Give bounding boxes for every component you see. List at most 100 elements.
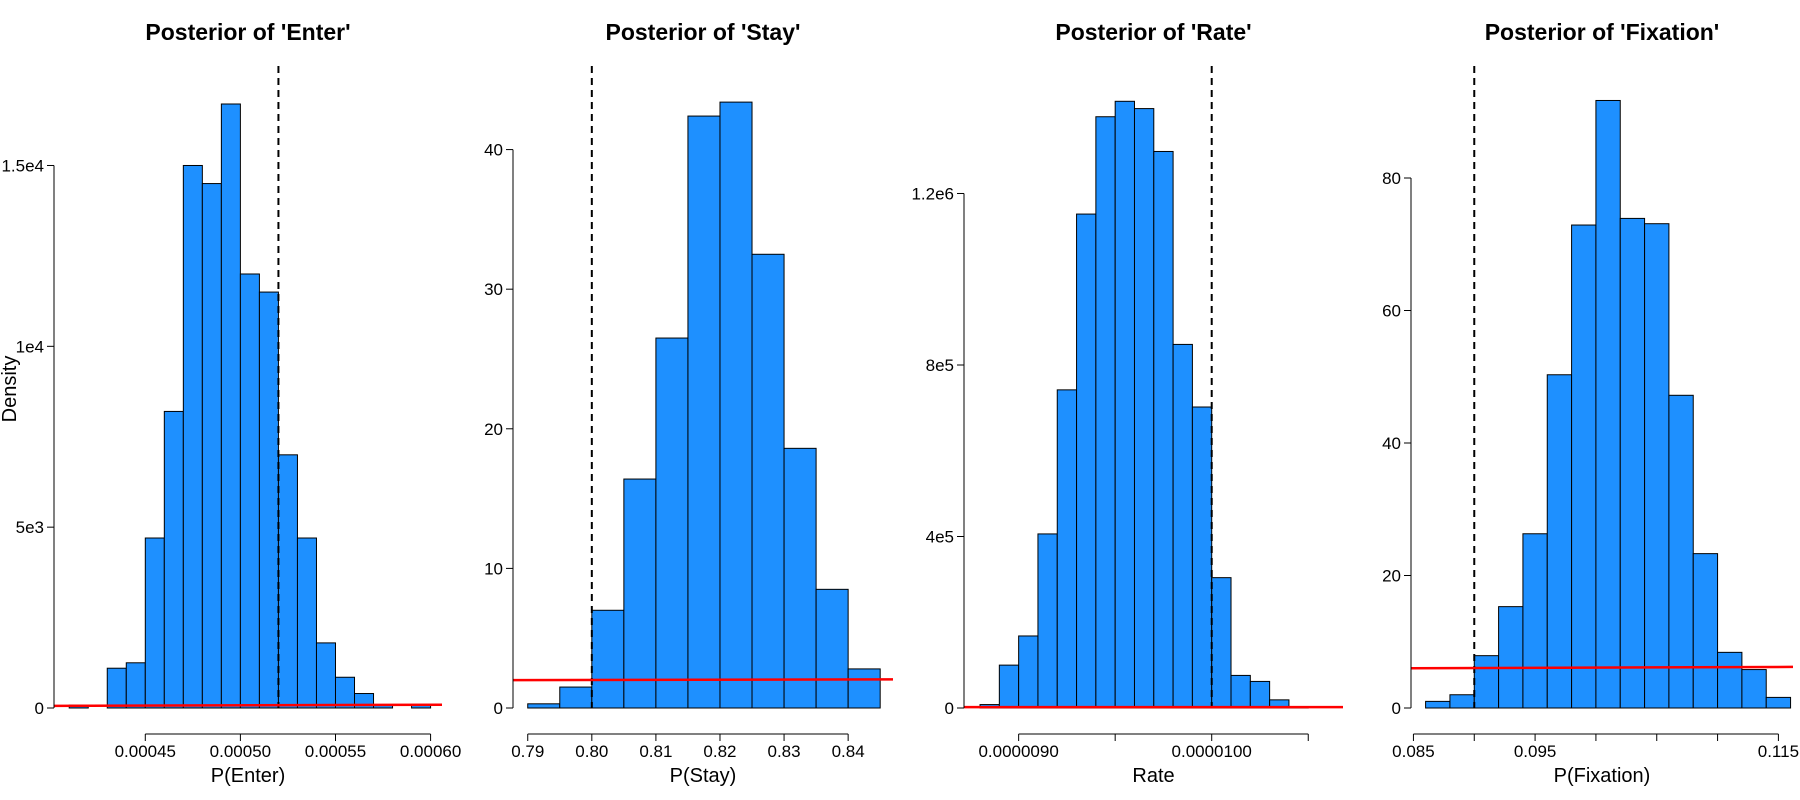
- y-tick-label: 0: [1392, 699, 1401, 718]
- y-tick-label: 5e3: [16, 518, 44, 537]
- histogram-bar: [1644, 223, 1670, 709]
- histogram-bar: [687, 115, 721, 709]
- prior-line: [512, 678, 894, 682]
- histogram-bar: [719, 101, 753, 709]
- histogram-bar: [1249, 680, 1271, 709]
- x-tick-label: 0.0000100: [1172, 742, 1252, 761]
- histogram-bar: [1018, 635, 1039, 709]
- histogram-bar: [296, 537, 317, 709]
- histogram-bar: [334, 676, 356, 709]
- y-tick-label: 1e4: [16, 337, 44, 356]
- histogram-bar: [315, 642, 336, 709]
- y-tick-label: 40: [1382, 434, 1401, 453]
- histogram-bar: [239, 273, 260, 709]
- y-tick-label: 40: [484, 141, 503, 160]
- histogram-bar: [1037, 533, 1058, 709]
- histogram-bar: [1076, 213, 1097, 709]
- histogram-bar: [655, 337, 689, 709]
- histogram-bar: [1717, 651, 1743, 709]
- histogram-bar: [125, 662, 146, 709]
- y-tick-label: 1.5e4: [1, 156, 44, 175]
- histogram-bar: [1114, 100, 1135, 709]
- histogram-bar: [1546, 374, 1573, 709]
- histogram-bar: [1522, 533, 1548, 709]
- histogram-bar: [1153, 150, 1174, 709]
- y-tick-label: 30: [484, 280, 503, 299]
- y-tick-label: 10: [484, 559, 503, 578]
- histogram-bar: [258, 291, 279, 709]
- panel: Posterior of 'Rate' Rate 0.0000090 0.000010…: [911, 19, 1343, 787]
- histogram-bar: [1473, 655, 1500, 709]
- histogram-bar: [1571, 224, 1597, 709]
- histogram-bar: [277, 454, 298, 709]
- x-axis-label: P(Enter): [211, 765, 285, 787]
- y-tick-label: 0: [945, 699, 954, 718]
- histogram-bar: [182, 164, 203, 709]
- panel-title: Posterior of 'Stay': [606, 19, 801, 45]
- histogram-bar: [1449, 694, 1475, 709]
- histogram-bar: [623, 478, 657, 709]
- x-tick-label: 0.0000090: [978, 742, 1058, 761]
- x-axis-label: Rate: [1132, 765, 1174, 787]
- x-tick-label: 0.085: [1392, 742, 1435, 761]
- histogram-bar: [591, 609, 625, 709]
- histogram-bar: [1056, 389, 1078, 709]
- histogram-bar: [1133, 108, 1155, 709]
- panel-title: Posterior of 'Fixation': [1485, 19, 1720, 45]
- y-axis-label: Density: [0, 356, 21, 423]
- histogram-bar: [1692, 553, 1719, 709]
- x-axis-label: P(Stay): [670, 765, 737, 787]
- histogram-bar: [1498, 606, 1524, 709]
- y-tick-label: 0: [494, 699, 503, 718]
- histogram-bar: [1172, 343, 1193, 709]
- y-tick-label: 1.2e6: [911, 184, 954, 203]
- x-tick-label: 0.00060: [400, 742, 461, 761]
- x-tick-label: 0.82: [703, 742, 736, 761]
- x-tick-label: 0.00055: [305, 742, 366, 761]
- x-tick-label: 0.115: [1758, 742, 1799, 761]
- prior-line: [53, 703, 443, 708]
- histogram-bar: [559, 686, 593, 709]
- histogram-bar: [783, 447, 817, 709]
- panel-title: Posterior of 'Enter': [145, 19, 350, 45]
- histogram-bar: [1619, 217, 1646, 709]
- histogram-bar: [1191, 406, 1213, 709]
- histogram-bar: [1741, 669, 1767, 709]
- histogram-bar: [1765, 696, 1792, 709]
- x-tick-label: 0.00045: [115, 742, 176, 761]
- x-tick-label: 0.81: [639, 742, 672, 761]
- histogram-bar: [1230, 674, 1251, 709]
- panel: Posterior of 'Stay' P(Stay) 0.79 0.80 0.81 0.…: [484, 19, 894, 787]
- x-tick-label: 0.80: [575, 742, 608, 761]
- x-tick-label: 0.83: [768, 742, 801, 761]
- y-tick-label: 80: [1382, 169, 1401, 188]
- x-tick-label: 0.00050: [210, 742, 271, 761]
- histogram-bar: [998, 664, 1020, 709]
- y-tick-label: 20: [1382, 566, 1401, 585]
- y-tick-label: 8e5: [926, 356, 954, 375]
- x-axis-label: P(Fixation): [1554, 765, 1651, 787]
- histogram-bar: [163, 410, 184, 709]
- histogram-bar: [144, 537, 165, 709]
- panel-title: Posterior of 'Rate': [1055, 19, 1251, 45]
- histogram-bar: [527, 703, 561, 709]
- x-tick-label: 0.79: [511, 742, 544, 761]
- histogram-bar: [751, 253, 785, 709]
- prior-line: [1410, 665, 1794, 670]
- histogram-bar: [815, 588, 849, 709]
- histogram-bar: [106, 667, 127, 709]
- histogram-bar: [1211, 577, 1232, 709]
- panel: Posterior of 'Fixation' P(Fixation) 0.085 0…: [1382, 19, 1799, 787]
- y-tick-label: 20: [484, 420, 503, 439]
- histogram-bar: [201, 183, 222, 709]
- y-tick-label: 60: [1382, 301, 1401, 320]
- x-tick-label: 0.84: [832, 742, 865, 761]
- histogram-bar: [1095, 116, 1116, 709]
- y-tick-label: 0: [35, 699, 44, 718]
- histogram-bar: [847, 668, 881, 709]
- panel: Posterior of 'Enter' P(Enter) Density 0.000…: [0, 19, 461, 787]
- y-tick-label: 4e5: [926, 527, 954, 546]
- histogram-bar: [1668, 394, 1694, 709]
- x-tick-label: 0.095: [1514, 742, 1557, 761]
- histogram-bar: [1595, 99, 1621, 709]
